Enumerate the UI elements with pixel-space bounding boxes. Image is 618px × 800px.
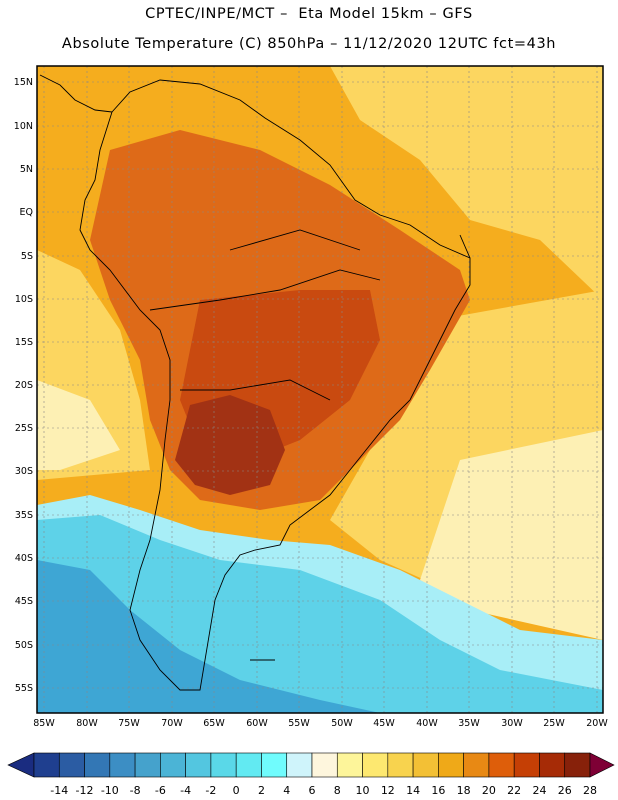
colorbar-label: 26 [558,784,572,797]
lon-tick-label: 85W [33,718,55,729]
temperature-field [37,66,603,713]
colorbar-swatch [362,752,389,778]
colorbar-swatch [261,752,288,778]
lon-tick-label: 45W [373,718,395,729]
colorbar-label: 20 [482,784,496,797]
colorbar [7,752,615,778]
colorbar-label: -4 [180,784,191,797]
colorbar-label: -2 [205,784,216,797]
south-atlantic-pale-zone [420,430,603,640]
map-frame [36,65,604,714]
lon-tick-label: 80W [76,718,98,729]
longitude-tick-labels: 85W 80W 75W 70W 65W 60W 55W 50W 45W 40W 35W 30W 25W 2… [33,718,608,729]
colorbar-swatch [84,752,111,778]
colorbar-swatch [463,752,490,778]
colorbar-swatch [235,752,262,778]
chaco-hot-core [175,395,285,495]
colorbar-label: 10 [356,784,370,797]
colorbar-swatch [286,752,313,778]
colorbar-label: 22 [507,784,521,797]
lat-tick-label: 30S [15,466,33,477]
lat-tick-label: EQ [20,207,33,218]
colorbar-swatch [311,752,338,778]
colorbar-swatch [58,752,85,778]
country-border-3 [229,229,361,251]
latitude-tick-labels: 15N 10N 5N EQ 5S 10S 15S 20S 25S 30S 35S 40S 45S 50S 5… [14,77,33,694]
lon-tick-label: 70W [161,718,183,729]
colorbar-label: -14 [50,784,68,797]
lat-tick-label: 5N [20,164,33,175]
cold-blue-zone [37,560,380,713]
north-atlantic-warm-zone [330,66,603,300]
lat-tick-label: 20S [15,380,33,391]
lon-tick-label: 75W [118,718,140,729]
lat-tick-label: 10N [14,121,33,132]
colorbar-swatch [488,752,515,778]
lat-tick-label: 35S [15,510,33,521]
lon-tick-label: 40W [416,718,438,729]
lat-lon-grid [37,66,603,713]
lon-tick-label: 55W [288,718,310,729]
colorbar-label: 18 [457,784,471,797]
lon-tick-label: 60W [246,718,268,729]
colorbar-swatch [160,752,186,778]
lon-tick-label: 30W [501,718,523,729]
south-america-coastline [79,79,471,691]
lat-tick-label: 45S [15,596,33,607]
lat-tick-label: 10S [15,294,33,305]
country-border-1 [149,269,381,311]
central-america-coastline [39,74,113,113]
lat-tick-label: 40S [15,553,33,564]
lat-tick-label: 5S [21,251,33,262]
colorbar-swatch [134,752,161,778]
country-border-2 [180,379,331,401]
lat-tick-label: 15N [14,77,33,88]
colorbar-low-arrow [7,752,35,778]
lon-tick-label: 20W [586,718,608,729]
northeast-coast-detail [459,234,471,259]
colorbar-swatch [564,752,591,778]
colorbar-label: 4 [283,784,290,797]
pacific-pale-zone [37,380,120,470]
colorbar-label: -6 [155,784,166,797]
colorbar-label: -10 [101,784,119,797]
colorbar-label: -8 [130,784,141,797]
lon-tick-label: 65W [203,718,225,729]
coastlines [39,74,471,691]
colorbar-label: 24 [532,784,546,797]
lon-tick-label: 50W [331,718,353,729]
lon-tick-label: 35W [458,718,480,729]
colorbar-label: 0 [233,784,240,797]
colorbar-swatch [412,752,439,778]
colorbar-swatch [33,752,60,778]
colorbar-swatch [109,752,136,778]
colorbar-swatch [185,752,212,778]
colorbar-label: 28 [583,784,597,797]
colorbar-labels: -14 -12 -10 -8 -6 -4 -2 0 2 4 6 8 10 12 14 16 18 20 22 24 26… [50,784,597,797]
colorbar-label: 2 [258,784,265,797]
colorbar-swatch [539,752,566,778]
colorbar-label: 6 [309,784,316,797]
colorbar-swatch [336,752,363,778]
lat-tick-label: 25S [15,423,33,434]
colorbar-label: 8 [334,784,341,797]
colorbar-swatch [438,752,464,778]
colorbar-swatch [210,752,237,778]
colorbar-swatch [387,752,414,778]
title-line-1: CPTEC/INPE/MCT – Eta Model 15km – GFS [145,6,473,22]
colorbar-label: -12 [76,784,94,797]
colorbar-label: 14 [406,784,420,797]
colorbar-swatch [513,752,540,778]
lat-tick-label: 15S [15,337,33,348]
lat-tick-label: 50S [15,640,33,651]
lat-tick-label: 55S [15,683,33,694]
title-line-2: Absolute Temperature (C) 850hPa – 11/12/… [61,36,557,52]
colorbar-high-arrow [589,752,615,778]
lon-tick-label: 25W [543,718,565,729]
colorbar-label: 12 [381,784,395,797]
colorbar-label: 16 [431,784,445,797]
